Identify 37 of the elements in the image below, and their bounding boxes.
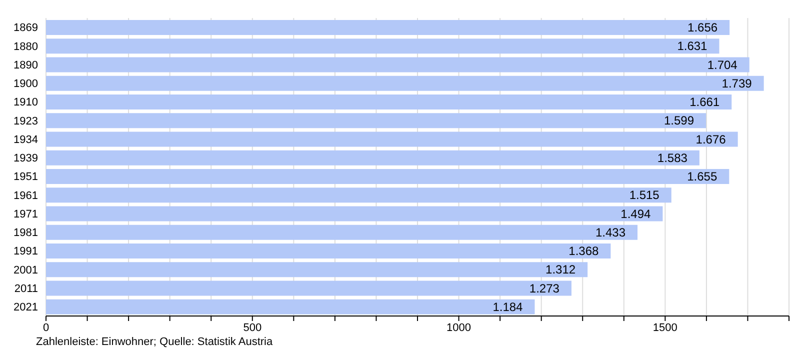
x-tick-label: 500 [243, 322, 262, 334]
y-tick-label: 1971 [14, 208, 38, 220]
data-label: 1.656 [688, 20, 718, 34]
data-label: 1.312 [546, 262, 576, 277]
y-tick-label: 2011 [14, 282, 38, 295]
y-tick-label: 1934 [14, 134, 38, 146]
y-tick-label: 1890 [14, 59, 38, 72]
data-label: 1.599 [664, 114, 694, 128]
data-label: 1.739 [722, 76, 752, 90]
y-tick-label: 1910 [14, 96, 38, 109]
data-label: 1.676 [696, 132, 726, 146]
x-tick-label: 0 [42, 322, 50, 334]
data-label: 1.184 [492, 300, 524, 314]
y-tick-label: 1961 [14, 190, 38, 202]
data-label: 1.583 [657, 150, 688, 165]
y-tick-label: 1869 [14, 22, 38, 34]
text: Zahlenleiste: Einwohner; Quelle: Statistik Austria [36, 336, 274, 348]
data-label: 1.273 [529, 281, 560, 296]
data-label: 1.433 [595, 225, 626, 240]
x-tick-label: 1000 [446, 322, 472, 334]
y-tick-label: 1900 [14, 78, 38, 90]
data-label: 1.515 [629, 188, 660, 202]
y-tick-label: 1951 [14, 171, 38, 184]
data-label: 1.661 [690, 95, 720, 109]
data-label: 1.494 [620, 206, 652, 221]
data-label: 1.704 [707, 58, 738, 72]
x-tick-label: 1500 [652, 322, 678, 334]
y-tick-label: 2001 [14, 264, 38, 276]
data-label: 1.368 [568, 244, 600, 258]
y-tick-label: 2021 [14, 302, 38, 314]
y-tick-label: 1939 [14, 152, 38, 165]
y-tick-label: 1981 [14, 227, 38, 240]
y-tick-label: 1880 [14, 40, 38, 53]
y-tick-label: 1923 [14, 115, 38, 128]
data-label: 1.655 [687, 170, 718, 184]
data-label: 1.631 [677, 39, 708, 54]
y-tick-label: 1991 [14, 246, 38, 258]
